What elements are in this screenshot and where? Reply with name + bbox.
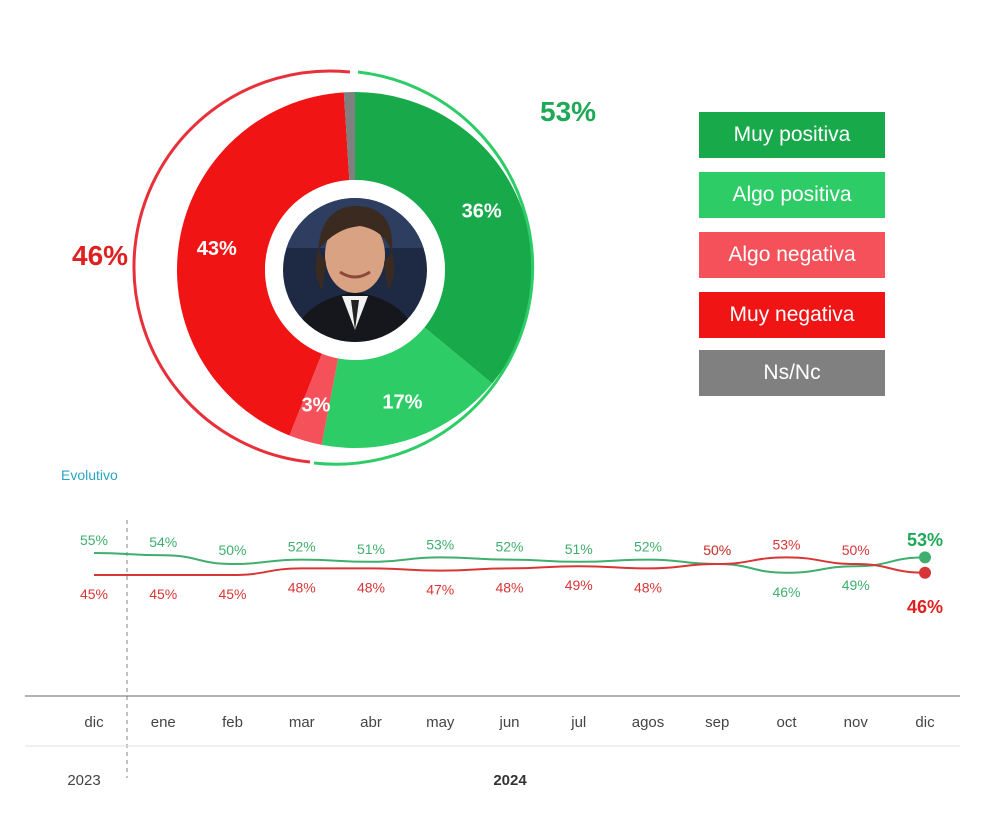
donut-data-label: 36% bbox=[462, 200, 502, 222]
positive-data-label: 50% bbox=[218, 542, 246, 558]
legend-label: Muy positiva bbox=[733, 123, 851, 146]
x-tick-label: nov bbox=[844, 714, 869, 731]
x-tick-label: oct bbox=[776, 714, 797, 731]
negative-data-label: 48% bbox=[634, 579, 662, 595]
donut-data-label: 43% bbox=[197, 238, 237, 260]
donut-data-label: 3% bbox=[301, 394, 330, 416]
legend-algo-positiva: Algo positiva bbox=[699, 172, 885, 218]
legend-label: Ns/Nc bbox=[763, 361, 821, 384]
x-tick-label: dic bbox=[84, 714, 104, 731]
x-tick-label: abr bbox=[360, 714, 382, 731]
legend-label: Algo positiva bbox=[732, 183, 852, 206]
positive-data-label: 49% bbox=[842, 577, 870, 593]
x-tick-label: jun bbox=[498, 714, 519, 731]
positive-series-line bbox=[93, 552, 926, 574]
positive-data-label: 54% bbox=[149, 534, 177, 550]
negative-end-point bbox=[919, 566, 931, 579]
x-tick-label: dic bbox=[915, 714, 935, 731]
positive-data-label: 53% bbox=[426, 536, 454, 552]
negative-data-label: 45% bbox=[149, 586, 177, 602]
negative-series-line bbox=[94, 556, 926, 577]
negative-data-label: 45% bbox=[80, 586, 108, 602]
year-label-2024: 2024 bbox=[493, 772, 527, 789]
x-tick-label: jul bbox=[570, 714, 586, 731]
avatar bbox=[283, 198, 427, 342]
x-tick-label: may bbox=[426, 714, 455, 731]
negative-data-label: 53% bbox=[772, 536, 800, 552]
negative-data-label: 48% bbox=[288, 579, 316, 595]
legend-algo-negativa: Algo negativa bbox=[699, 232, 885, 278]
x-tick-label: mar bbox=[289, 714, 315, 731]
positive-data-label: 51% bbox=[565, 541, 593, 557]
outer-arc-positive bbox=[313, 70, 535, 466]
negative-data-label: 46% bbox=[907, 597, 943, 617]
legend-muy-negativa: Muy negativa bbox=[699, 292, 885, 338]
evolutivo-label: Evolutivo bbox=[61, 467, 118, 483]
negative-data-label: 50% bbox=[703, 542, 731, 558]
negative-data-label: 48% bbox=[357, 579, 385, 595]
legend-label: Algo negativa bbox=[728, 243, 856, 266]
positive-data-label: 52% bbox=[634, 539, 662, 555]
legend-label: Muy negativa bbox=[729, 303, 855, 326]
donut-slice-muy-negativa bbox=[176, 92, 350, 436]
positive-data-label: 50% bbox=[703, 542, 731, 558]
outer-arc-negative bbox=[132, 69, 351, 464]
positive-data-label: 51% bbox=[357, 541, 385, 557]
donut-slice-muy-positiva bbox=[355, 92, 533, 384]
legend-muy-positiva: Muy positiva bbox=[699, 112, 885, 158]
donut-data-label: 17% bbox=[382, 392, 422, 414]
donut-chart: 36% 17% 3% 43% bbox=[132, 69, 535, 466]
year-label-2023: 2023 bbox=[67, 772, 100, 789]
total-positive-label: 53% bbox=[540, 96, 597, 127]
negative-data-label: 47% bbox=[426, 582, 454, 598]
positive-data-label: 52% bbox=[288, 539, 316, 555]
negative-data-label: 48% bbox=[495, 579, 523, 595]
legend-ns-nc: Ns/Nc bbox=[699, 350, 885, 396]
x-tick-label: ene bbox=[151, 714, 176, 731]
total-negative-label: 46% bbox=[72, 240, 129, 271]
positive-end-point bbox=[919, 551, 931, 564]
x-tick-label: feb bbox=[222, 714, 243, 731]
positive-data-label: 46% bbox=[772, 584, 800, 600]
negative-data-label: 45% bbox=[218, 586, 246, 602]
positive-data-label: 55% bbox=[80, 532, 108, 548]
x-tick-label: agos bbox=[632, 714, 665, 731]
positive-data-label: 53% bbox=[907, 530, 943, 550]
x-tick-label: sep bbox=[705, 714, 729, 731]
positive-data-label: 52% bbox=[495, 539, 523, 555]
negative-data-label: 49% bbox=[565, 577, 593, 593]
negative-data-label: 50% bbox=[842, 542, 870, 558]
donut-slice-ns-nc bbox=[343, 92, 355, 181]
donut-slice-algo-positiva bbox=[321, 327, 493, 448]
donut-slice-algo-negativa bbox=[289, 353, 339, 445]
